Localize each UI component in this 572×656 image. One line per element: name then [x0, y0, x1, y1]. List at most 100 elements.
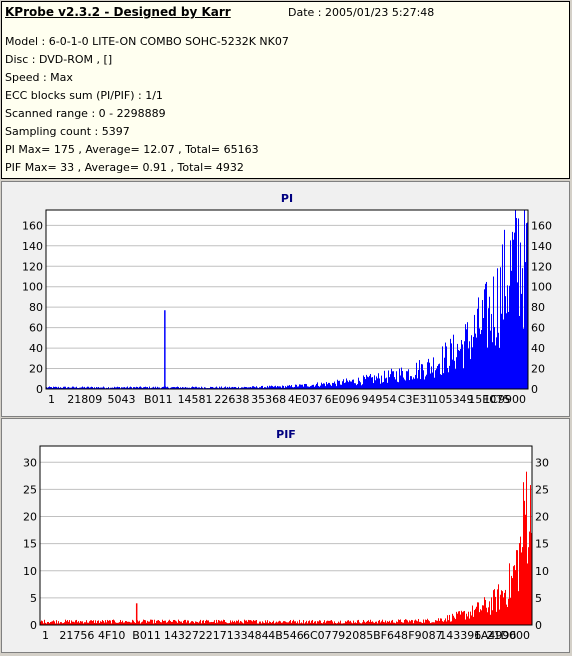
data-bar — [421, 622, 422, 625]
data-bar — [399, 620, 400, 625]
data-bar — [388, 370, 389, 389]
data-bar — [229, 622, 230, 625]
data-bar — [462, 612, 463, 625]
data-bar — [195, 386, 196, 389]
x-tick-label: 22638 — [214, 393, 249, 406]
data-bar — [97, 387, 98, 389]
data-bar — [308, 621, 309, 625]
data-bar — [350, 381, 351, 389]
data-bar — [152, 387, 153, 389]
y-tick-label-right: 0 — [535, 619, 542, 632]
data-bar — [522, 268, 523, 389]
data-bar — [68, 621, 69, 625]
data-bar — [463, 368, 464, 389]
data-bar — [269, 621, 270, 625]
data-bar — [396, 621, 397, 625]
data-bar — [352, 623, 353, 625]
data-bar — [405, 619, 406, 625]
data-bar — [194, 387, 195, 389]
data-bar — [74, 387, 75, 389]
data-bar — [158, 387, 159, 389]
data-bar — [504, 592, 505, 625]
data-bar — [435, 370, 436, 389]
data-bar — [234, 620, 235, 625]
data-bar — [376, 621, 377, 625]
data-bar — [276, 387, 277, 389]
data-bar — [187, 387, 188, 389]
data-bar — [520, 536, 521, 625]
data-bar — [303, 386, 304, 389]
data-bar — [70, 387, 71, 389]
data-bar — [138, 621, 139, 625]
data-bar — [483, 318, 484, 389]
data-bar — [252, 621, 253, 625]
data-bar — [487, 347, 488, 389]
data-bar — [511, 575, 512, 625]
data-bar — [445, 618, 446, 625]
data-bar — [429, 362, 430, 389]
data-bar — [424, 379, 425, 389]
data-bar — [76, 386, 77, 389]
data-bar — [280, 621, 281, 625]
data-bar — [339, 622, 340, 625]
y-tick-label-right: 20 — [531, 363, 545, 376]
data-bar — [99, 387, 100, 389]
data-bar — [51, 621, 52, 625]
data-bar — [503, 597, 504, 625]
data-bar — [288, 385, 289, 389]
data-bar — [76, 619, 77, 625]
data-bar — [258, 623, 259, 625]
data-bar — [425, 376, 426, 389]
data-bar — [79, 387, 80, 389]
data-bar — [336, 623, 337, 625]
data-bar — [304, 384, 305, 389]
data-bar — [219, 620, 220, 625]
data-bar — [485, 599, 486, 625]
data-bar — [257, 387, 258, 389]
data-bar — [170, 387, 171, 389]
data-bar — [113, 387, 114, 389]
data-bar — [238, 619, 239, 625]
data-bar — [87, 386, 88, 389]
data-bar — [419, 360, 420, 389]
data-bar — [452, 613, 453, 625]
data-bar — [522, 547, 523, 625]
data-bar — [157, 620, 158, 625]
y-tick-label-left: 40 — [29, 342, 43, 355]
data-bar — [455, 619, 456, 625]
data-bar — [433, 357, 434, 389]
data-bar — [231, 387, 232, 389]
data-bar — [305, 622, 306, 625]
x-tick-label: 21809 — [67, 393, 102, 406]
data-bar — [458, 349, 459, 389]
data-bar — [193, 621, 194, 625]
data-bar — [182, 387, 183, 389]
data-bar — [337, 379, 338, 389]
data-bar — [344, 623, 345, 625]
data-bar — [529, 531, 530, 625]
data-bar — [199, 387, 200, 389]
data-bar — [247, 387, 248, 389]
x-tick-label: 21756 — [59, 629, 94, 642]
data-bar — [345, 621, 346, 625]
data-bar — [490, 614, 491, 625]
data-bar — [179, 620, 180, 625]
data-bar — [214, 387, 215, 389]
data-bar — [201, 623, 202, 625]
x-tick-label: 14581 — [178, 393, 213, 406]
data-bar — [196, 386, 197, 389]
data-bar — [345, 382, 346, 389]
data-bar — [517, 282, 518, 389]
data-bar — [134, 387, 135, 389]
x-tick-label: 15E075 — [468, 393, 510, 406]
data-bar — [187, 620, 188, 625]
data-bar — [152, 619, 153, 625]
data-bar — [137, 387, 138, 389]
data-bar — [117, 622, 118, 625]
data-bar — [307, 386, 308, 389]
data-bar — [289, 385, 290, 389]
data-bar — [183, 387, 184, 389]
data-bar — [143, 387, 144, 389]
data-bar — [62, 387, 63, 389]
y-tick-label-left: 160 — [22, 219, 43, 232]
